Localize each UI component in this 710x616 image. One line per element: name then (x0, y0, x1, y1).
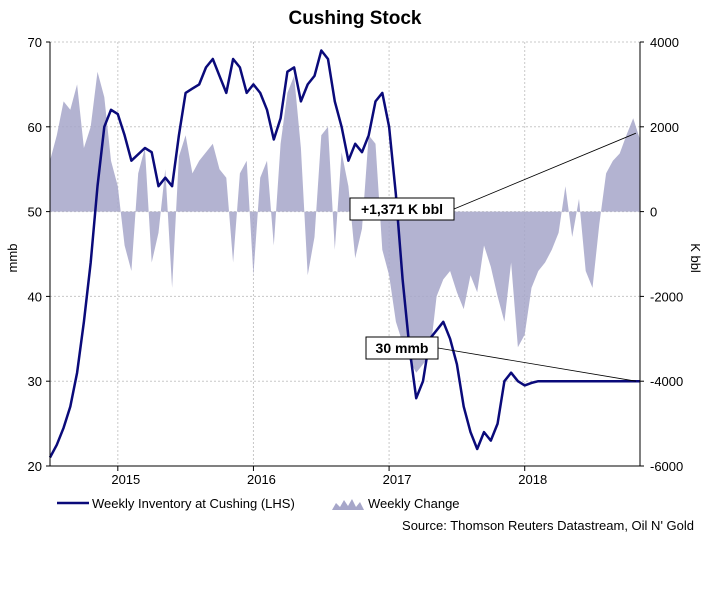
right-axis-ticks: -6000 -4000 -2000 0 2000 4000 (640, 35, 683, 474)
x-tick-label: 2017 (383, 472, 412, 487)
weekly-change-area-layer (50, 71, 640, 373)
left-tick-label: 70 (28, 35, 42, 50)
inventory-line (48, 49, 640, 459)
annotation-leader (453, 132, 637, 210)
axes (49, 42, 641, 467)
right-tick-label: -6000 (650, 459, 683, 474)
chart-title: Cushing Stock (288, 8, 421, 29)
annotation-label: 30 mmb (376, 340, 429, 356)
annotation-label: +1,371 K bbl (361, 201, 443, 217)
annotation-box (349, 197, 455, 221)
legend-area-swatch (332, 499, 364, 510)
right-tick-label: 2000 (650, 120, 679, 135)
source-note: Source: Thomson Reuters Datastream, Oil … (402, 518, 694, 533)
legend-label-change: Weekly Change (368, 496, 460, 511)
right-axis-label: K bbl (688, 243, 703, 273)
legend: Weekly Inventory at Cushing (LHS) Weekly… (57, 496, 460, 511)
left-tick-label: 20 (28, 459, 42, 474)
left-tick-label: 50 (28, 205, 42, 220)
x-tick-label: 2018 (518, 472, 547, 487)
inventory-line-layer (48, 49, 640, 459)
annotation-leader (437, 347, 636, 382)
left-axis-label: mmb (5, 244, 20, 273)
left-tick-label: 60 (28, 120, 42, 135)
legend-label-inventory: Weekly Inventory at Cushing (LHS) (92, 496, 295, 511)
left-axis-ticks: 20 30 40 50 60 70 (28, 35, 50, 474)
right-tick-label: 4000 (650, 35, 679, 50)
annotation-box (365, 336, 439, 360)
right-tick-label: -4000 (650, 374, 683, 389)
x-axis-ticks: 2015 2016 2017 2018 (111, 466, 547, 487)
right-tick-label: -2000 (650, 289, 683, 304)
x-tick-label: 2016 (247, 472, 276, 487)
weekly-change-area (50, 71, 640, 373)
right-tick-label: 0 (650, 205, 657, 220)
left-tick-label: 30 (28, 374, 42, 389)
grid (50, 41, 640, 467)
left-tick-label: 40 (28, 289, 42, 304)
x-tick-label: 2015 (111, 472, 140, 487)
annotations: +1,371 K bbl 30 mmb (349, 132, 637, 382)
